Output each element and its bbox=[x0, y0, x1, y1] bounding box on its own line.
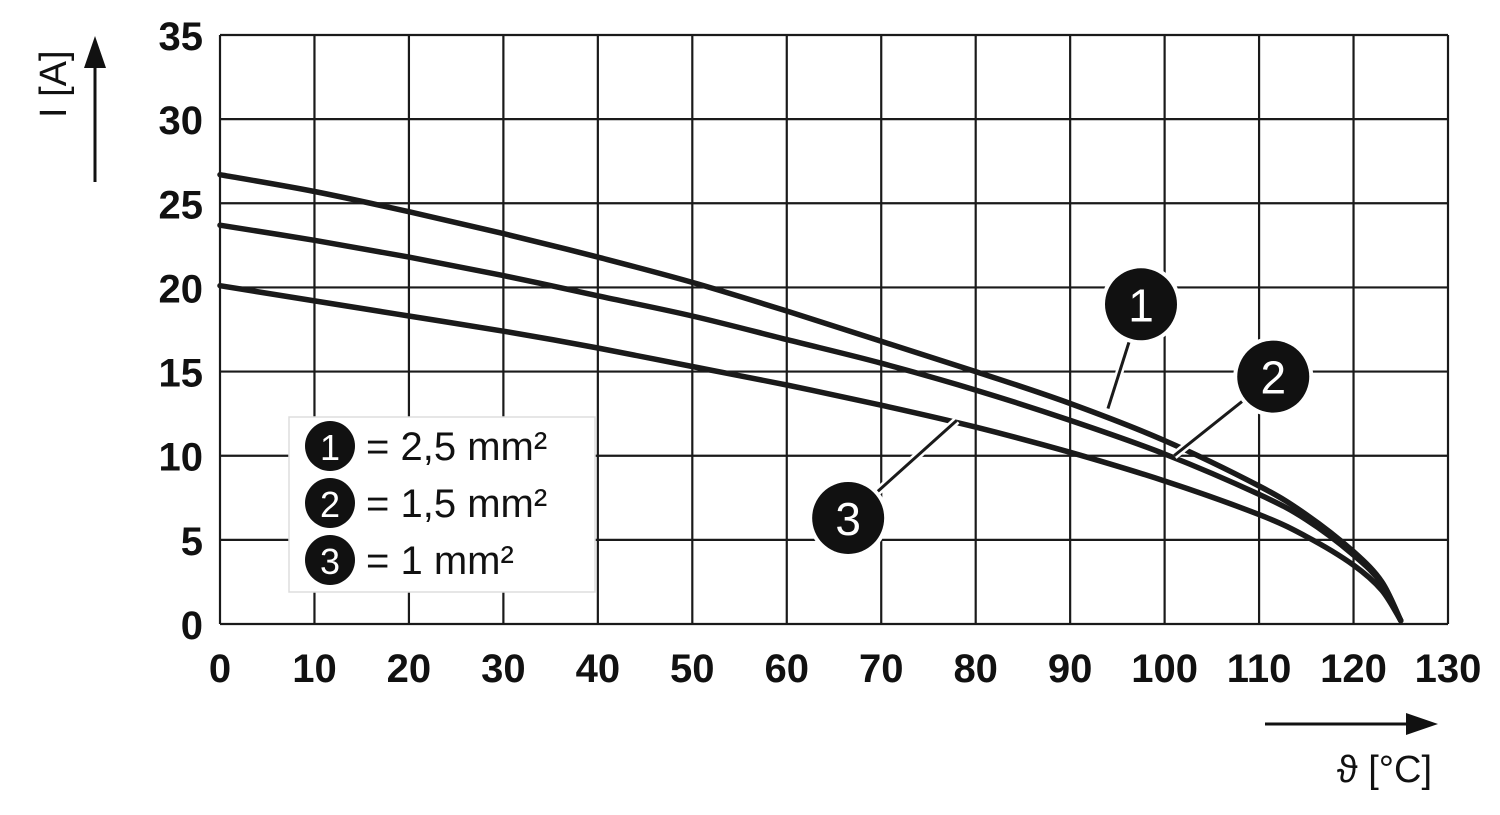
annotation-badge-number-3: 3 bbox=[835, 493, 861, 545]
legend-badge-number-3: 3 bbox=[320, 541, 340, 582]
legend-badge-icon-3 bbox=[305, 535, 355, 585]
y-tick-label: 20 bbox=[159, 267, 204, 311]
series-lines bbox=[217, 171, 1404, 624]
y-tick-label: 0 bbox=[181, 604, 203, 648]
x-axis-arrow-icon bbox=[1406, 713, 1438, 735]
y-tick-label: 35 bbox=[159, 15, 204, 59]
annotation-badge-icon-2 bbox=[1237, 340, 1310, 413]
x-tick-label: 60 bbox=[765, 647, 810, 691]
y-tick-label: 10 bbox=[159, 436, 204, 480]
legend-badge-icon-2 bbox=[305, 478, 355, 528]
x-tick-label: 90 bbox=[1048, 647, 1093, 691]
x-tick-label: 110 bbox=[1227, 647, 1292, 691]
series-line-2 bbox=[217, 222, 1404, 624]
legend-item-2: 2 = 1,5 mm² bbox=[305, 478, 547, 528]
series-line-1 bbox=[217, 171, 1404, 624]
x-tick-label: 40 bbox=[576, 647, 621, 691]
legend-item-3: 3 = 1 mm² bbox=[305, 535, 514, 585]
x-tick-label: 120 bbox=[1320, 647, 1387, 691]
x-tick-label: 130 bbox=[1415, 647, 1482, 691]
x-tick-label: 0 bbox=[209, 647, 231, 691]
x-tick-label: 70 bbox=[859, 647, 904, 691]
annotation-badge-icon-3 bbox=[812, 481, 885, 554]
x-axis-title: ϑ [°C] bbox=[1337, 749, 1432, 791]
annotation-badge-number-1: 1 bbox=[1128, 279, 1154, 331]
y-tick-label: 15 bbox=[159, 352, 204, 396]
legend-badge-number-1: 1 bbox=[320, 427, 340, 468]
legend-badge-icon-1 bbox=[305, 421, 355, 471]
x-tick-label: 20 bbox=[387, 647, 432, 691]
y-axis-title-group: I [A] bbox=[33, 36, 106, 182]
legend-badge-number-2: 2 bbox=[320, 484, 340, 525]
x-tick-label: 100 bbox=[1131, 647, 1198, 691]
legend-label-2: = 1,5 mm² bbox=[366, 482, 547, 526]
x-tick-label: 50 bbox=[670, 647, 715, 691]
y-axis-arrow-icon bbox=[84, 36, 106, 68]
legend-label-3: = 1 mm² bbox=[366, 539, 514, 583]
y-tick-label: 5 bbox=[181, 520, 203, 564]
y-tick-label: 25 bbox=[159, 183, 204, 227]
y-axis-title: I [A] bbox=[33, 50, 75, 118]
x-tick-label: 10 bbox=[292, 647, 337, 691]
grid bbox=[218, 33, 1450, 626]
series-line-3 bbox=[217, 282, 1404, 624]
legend-item-1: 1 = 2,5 mm² bbox=[305, 421, 547, 471]
curve-annotations: 1 2 3 bbox=[808, 264, 1314, 558]
x-tick-label: 80 bbox=[953, 647, 998, 691]
annotation-badge-icon-1 bbox=[1105, 268, 1177, 341]
x-tick-label: 30 bbox=[481, 647, 526, 691]
y-tick-label: 30 bbox=[159, 99, 204, 143]
legend-label-1: = 2,5 mm² bbox=[366, 425, 547, 469]
legend: 1 = 2,5 mm² 2 = 1,5 mm² 3 = 1 mm² bbox=[288, 416, 596, 593]
x-axis-title-group: ϑ [°C] bbox=[1265, 713, 1438, 791]
annotation-badge-number-2: 2 bbox=[1260, 352, 1286, 404]
tick-labels: 0 10 20 30 40 50 60 70 80 90 100 110 120 130051015202… bbox=[159, 15, 1482, 691]
